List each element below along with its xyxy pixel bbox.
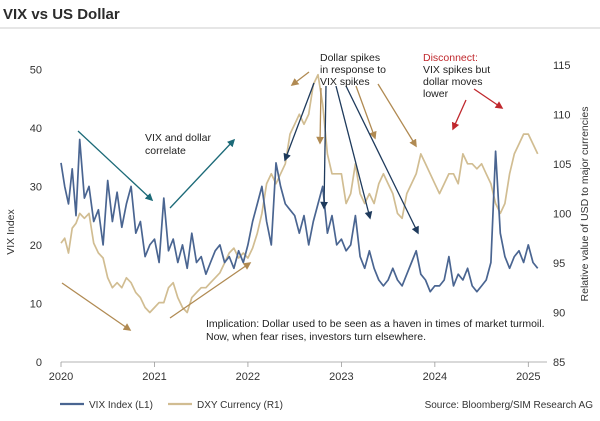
annotation-correlate: VIX and dollar correlate [145, 132, 214, 157]
x-tick-label: 2022 [236, 371, 260, 383]
y-right-tick-label: 90 [553, 307, 565, 319]
arrow-navy-3 [335, 85, 373, 220]
legend-label-vix: VIX Index (L1) [89, 400, 153, 411]
arrow-navy-2 [320, 85, 329, 210]
chart-title: VIX vs US Dollar [3, 6, 120, 23]
arrow-teal-up [169, 138, 236, 209]
y-right-tick-label: 115 [553, 60, 571, 72]
annotation-disconnect-label: Disconnect: [423, 52, 478, 64]
x-tick-label: 2020 [49, 371, 73, 383]
arrow-gold-1 [290, 71, 310, 86]
y-axis-right-title: Relative value of USD to major currencie… [579, 107, 591, 302]
x-tick-label: 2025 [516, 371, 540, 383]
y-axis-right-ticks: 85 90 95 100 105 110 115 [553, 60, 571, 369]
y-left-tick-label: 10 [30, 298, 42, 310]
y-right-tick-label: 100 [553, 208, 571, 220]
arrow-navy-4 [345, 85, 419, 235]
arrow-gold-3 [355, 85, 377, 140]
annotation-implication: Implication: Dollar used to be seen as a… [206, 318, 547, 343]
y-left-tick-label: 50 [30, 64, 42, 76]
source-note: Source: Bloomberg/SIM Research AG [425, 400, 594, 411]
y-left-tick-label: 30 [30, 181, 42, 193]
x-axis-ticks: 2020 2021 2022 2023 2024 2025 [49, 362, 541, 383]
arrow-gold-4 [377, 83, 417, 148]
y-left-tick-label: 0 [36, 357, 42, 369]
arrow-gold-2 [316, 87, 325, 145]
arrow-red-1 [451, 99, 467, 131]
y-axis-left-ticks: 0 10 20 30 40 50 [30, 64, 42, 369]
y-right-tick-label: 105 [553, 159, 571, 171]
y-axis-left-title: VIX Index [5, 208, 17, 254]
annotation-arrows [61, 71, 504, 331]
y-left-tick-label: 20 [30, 240, 42, 252]
x-tick-label: 2024 [423, 371, 447, 383]
arrow-gold-down [61, 282, 132, 331]
x-tick-label: 2023 [329, 371, 353, 383]
y-right-tick-label: 95 [553, 258, 565, 270]
y-right-tick-label: 110 [553, 109, 571, 121]
annotation-dollar-spikes: Dollar spikes in response to VIX spikes [320, 52, 389, 88]
legend-label-dxy: DXY Currency (R1) [197, 400, 283, 411]
arrow-navy-1 [283, 82, 315, 162]
arrow-red-2 [473, 88, 504, 109]
y-left-tick-label: 40 [30, 123, 42, 135]
y-right-tick-label: 85 [553, 357, 565, 369]
series-line-vix [60, 138, 539, 293]
x-tick-label: 2021 [142, 371, 166, 383]
arrow-gold-up [169, 262, 252, 319]
annotation-disconnect-text: VIX spikes but dollar moves lower [423, 64, 493, 100]
series-line-dxy [60, 73, 539, 314]
arrow-teal-down [77, 130, 154, 202]
